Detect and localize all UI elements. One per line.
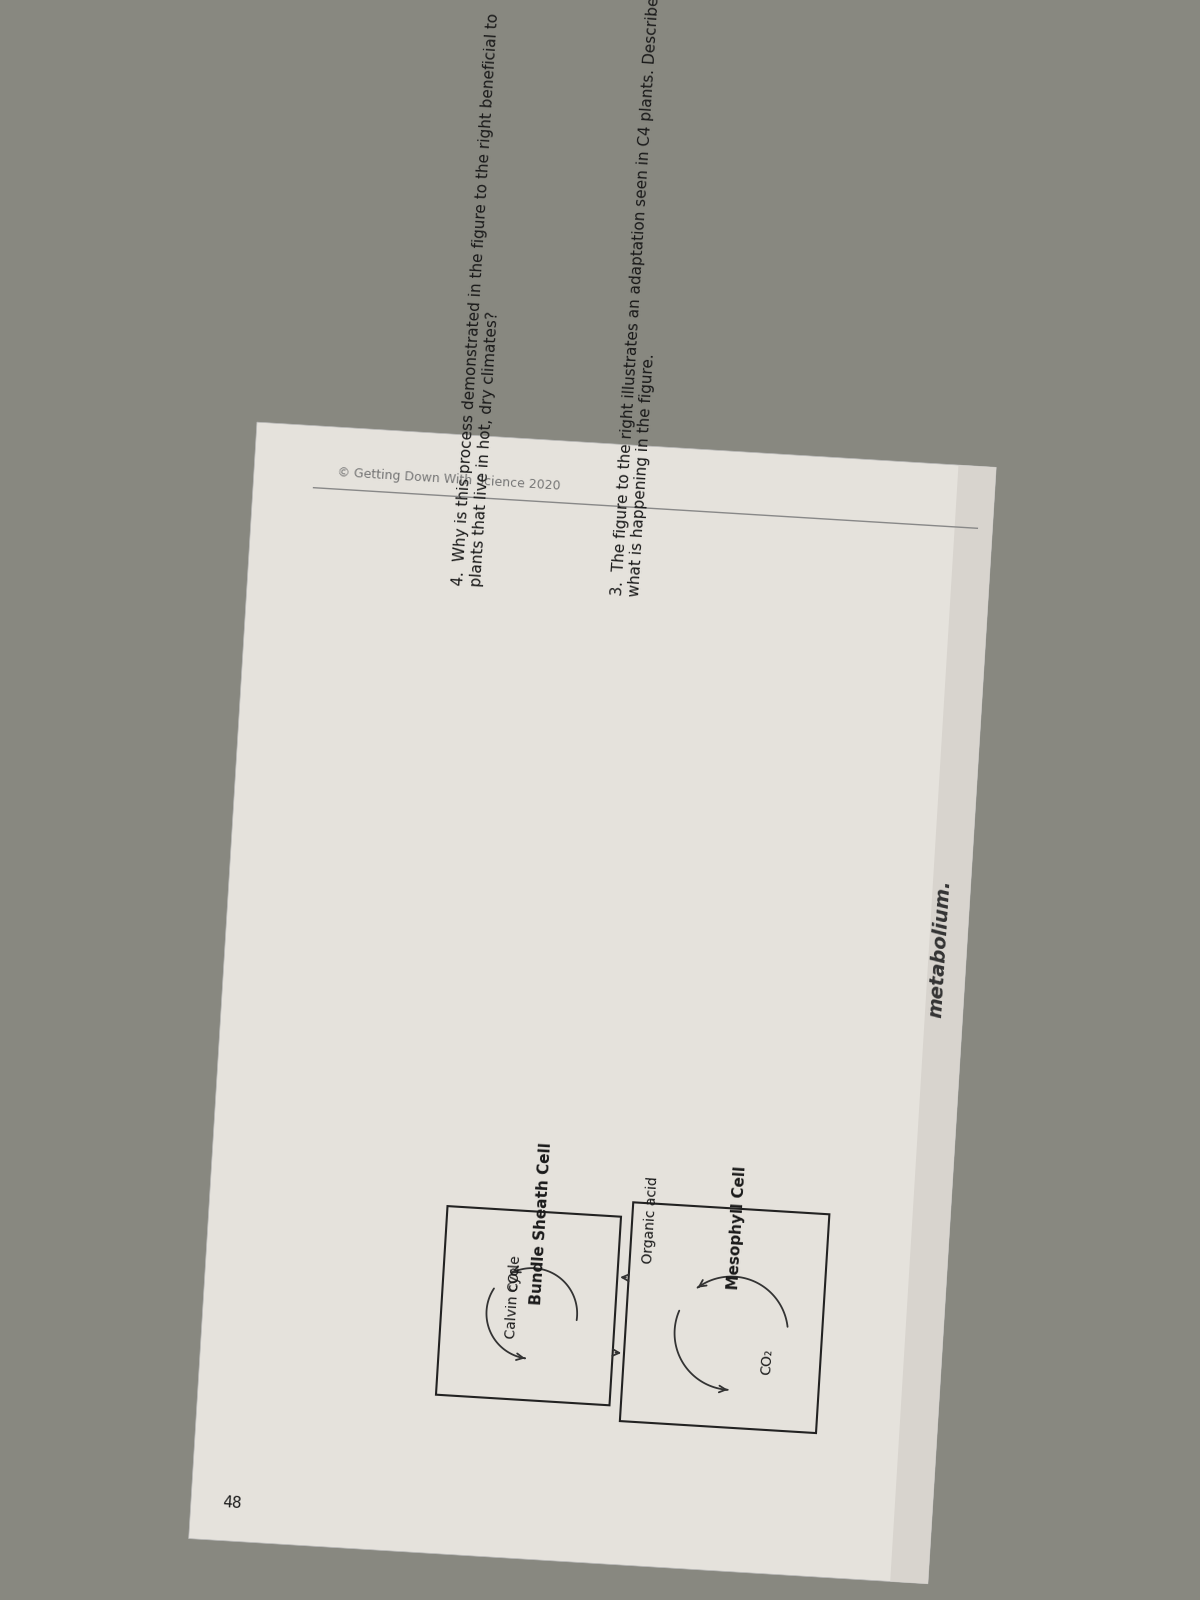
Text: 3.  The figure to the right illustrates an adaptation seen in C4 plants. Describ: 3. The figure to the right illustrates a… (610, 0, 679, 597)
Text: CO₂: CO₂ (506, 1266, 522, 1291)
Polygon shape (890, 466, 996, 1584)
Text: Organic acid: Organic acid (641, 1176, 660, 1264)
Text: 4.  Why is this process demonstrated in the figure to the right beneficial to
pl: 4. Why is this process demonstrated in t… (451, 13, 518, 587)
Text: Mesophyll Cell: Mesophyll Cell (726, 1165, 749, 1290)
Text: Calvin cycle: Calvin cycle (504, 1254, 523, 1339)
Bar (146, 390, 1054, 482)
Text: © Getting Down With Science 2020: © Getting Down With Science 2020 (337, 466, 560, 493)
Polygon shape (188, 422, 996, 1584)
Text: CO₂: CO₂ (760, 1349, 774, 1376)
Bar (146, 1486, 1054, 1600)
Text: Bundle Sheath Cell: Bundle Sheath Cell (529, 1141, 553, 1306)
Text: metabolium.: metabolium. (926, 878, 954, 1018)
Text: 48: 48 (222, 1496, 242, 1512)
